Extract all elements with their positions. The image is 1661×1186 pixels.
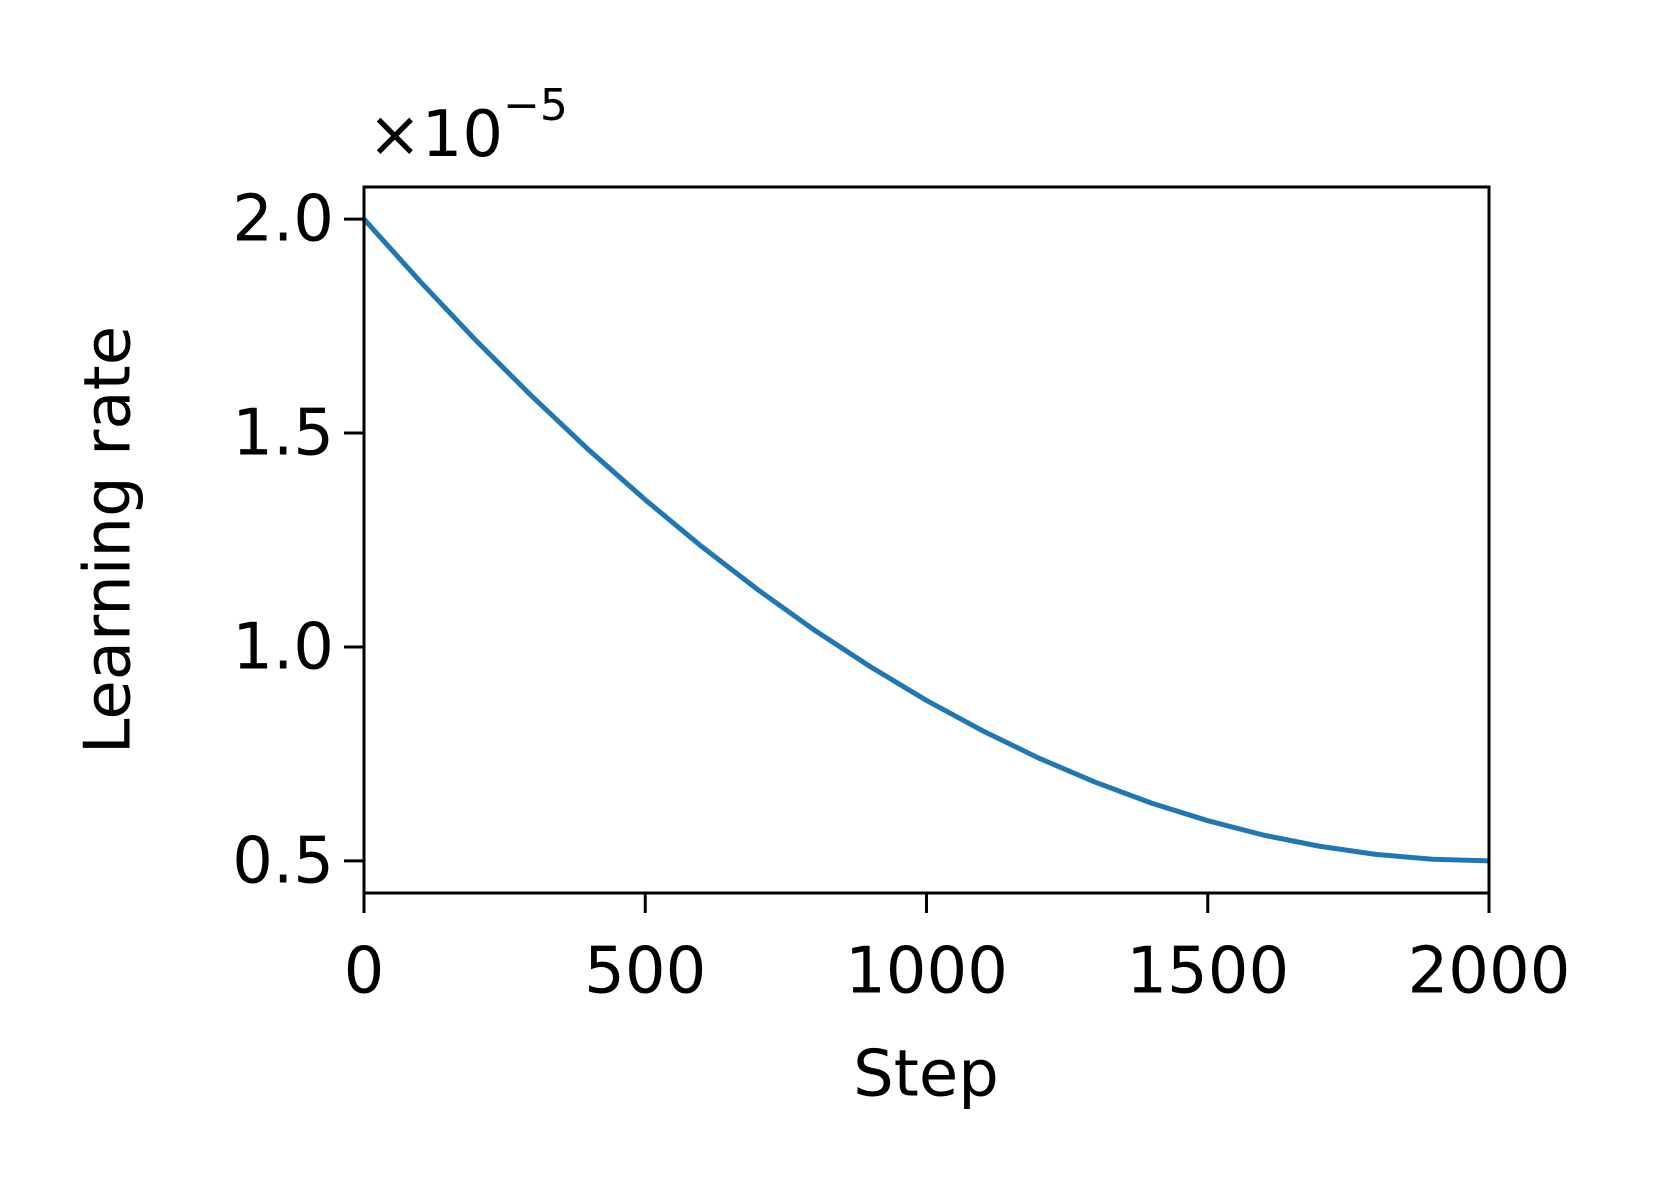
plot-frame bbox=[362, 185, 1491, 895]
x-tick-label: 500 bbox=[584, 935, 706, 1009]
y-tick-label: 1.5 bbox=[232, 397, 334, 471]
x-tick-label: 2000 bbox=[1408, 935, 1571, 1009]
y-multiplier-exponent: −5 bbox=[503, 80, 568, 131]
x-tick-label: 1000 bbox=[845, 935, 1008, 1009]
y-axis-label: Learning rate bbox=[72, 326, 146, 754]
x-tick-label: 0 bbox=[344, 935, 385, 1009]
y-tick-label: 2.0 bbox=[232, 183, 334, 257]
x-tick-label: 1500 bbox=[1126, 935, 1289, 1009]
x-axis-label: Step bbox=[853, 1038, 999, 1112]
y-multiplier-base: ×10 bbox=[368, 98, 503, 172]
line bbox=[362, 217, 1490, 864]
y-multiplier: ×10−5 bbox=[368, 80, 568, 172]
y-tick-label: 1.0 bbox=[232, 611, 334, 685]
y-tick-label: 0.5 bbox=[232, 824, 334, 898]
